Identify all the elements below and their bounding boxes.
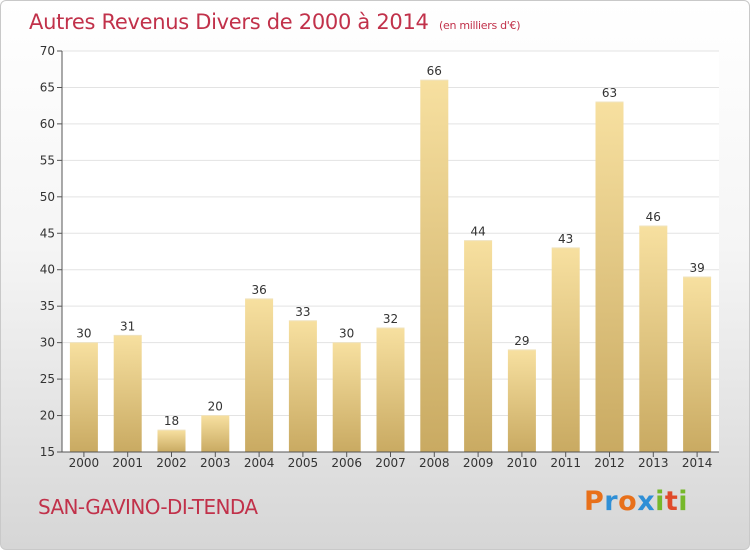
x-tick-label: 2004 — [244, 456, 275, 470]
y-tick-label: 50 — [40, 190, 55, 204]
chart-unit: (en milliers d'€) — [439, 19, 521, 32]
x-tick-label: 2000 — [69, 456, 100, 470]
x-tick-label: 2011 — [550, 456, 581, 470]
bar — [551, 247, 580, 452]
bar-value-label: 20 — [208, 400, 223, 414]
bar-value-label: 29 — [514, 334, 529, 348]
y-tick-label: 20 — [40, 409, 55, 423]
bar — [157, 430, 186, 452]
bar-value-label: 44 — [470, 225, 485, 239]
x-tick-label: 2005 — [288, 456, 319, 470]
chart-title: Autres Revenus Divers de 2000 à 2014 (en… — [29, 10, 520, 34]
y-tick-label: 25 — [40, 372, 55, 386]
bar — [245, 298, 274, 452]
y-tick-label: 60 — [40, 117, 55, 131]
chart-title-text: Autres Revenus Divers de 2000 à 2014 — [29, 10, 429, 34]
bar-value-label: 43 — [558, 232, 573, 246]
bar — [420, 80, 449, 452]
x-tick-label: 2009 — [463, 456, 494, 470]
bar — [639, 225, 668, 452]
logo-letter: x — [637, 486, 656, 517]
bar-value-label: 66 — [427, 64, 442, 78]
x-tick-label: 2013 — [638, 456, 669, 470]
logo-letter: o — [618, 486, 638, 517]
bar-value-label: 33 — [295, 305, 310, 319]
x-tick-label: 2002 — [156, 456, 187, 470]
x-tick-label: 2014 — [682, 456, 713, 470]
bar-value-label: 30 — [339, 327, 354, 341]
bar-value-label: 32 — [383, 312, 398, 326]
bar — [288, 320, 317, 452]
bar-value-label: 30 — [76, 327, 91, 341]
x-tick-label: 2003 — [200, 456, 231, 470]
bar-value-label: 31 — [120, 319, 135, 333]
bar-value-label: 18 — [164, 414, 179, 428]
logo-letter: r — [604, 486, 619, 517]
logo-letter: i — [678, 486, 689, 517]
bar — [332, 342, 361, 452]
x-tick-label: 2006 — [331, 456, 362, 470]
x-tick-label: 2007 — [375, 456, 406, 470]
bar — [507, 349, 536, 452]
bar-value-label: 39 — [689, 261, 704, 275]
y-tick-label: 65 — [40, 80, 55, 94]
bar-value-label: 46 — [646, 210, 661, 224]
y-tick-label: 40 — [40, 263, 55, 277]
logo-letter: P — [584, 486, 605, 517]
bar — [376, 328, 405, 452]
place-name: SAN-GAVINO-DI-TENDA — [38, 495, 258, 519]
bar — [595, 102, 624, 452]
x-tick-label: 2008 — [419, 456, 450, 470]
y-tick-label: 30 — [40, 336, 55, 350]
y-tick-label: 35 — [40, 299, 55, 313]
bar — [683, 277, 712, 452]
bar-value-label: 63 — [602, 86, 617, 100]
y-tick-label: 15 — [40, 445, 55, 459]
logo-letter: i — [655, 486, 665, 517]
y-tick-label: 55 — [40, 153, 55, 167]
y-tick-label: 70 — [40, 44, 55, 58]
y-tick-label: 45 — [40, 226, 55, 240]
bar — [113, 335, 142, 452]
bar — [201, 415, 230, 452]
x-tick-label: 2010 — [507, 456, 538, 470]
bar — [464, 240, 493, 452]
bar-value-label: 36 — [251, 283, 266, 297]
bar — [69, 342, 98, 452]
proxiti-logo: Proxiti — [584, 486, 688, 517]
logo-letter: t — [664, 486, 679, 517]
x-tick-label: 2012 — [594, 456, 625, 470]
x-tick-label: 2001 — [112, 456, 143, 470]
